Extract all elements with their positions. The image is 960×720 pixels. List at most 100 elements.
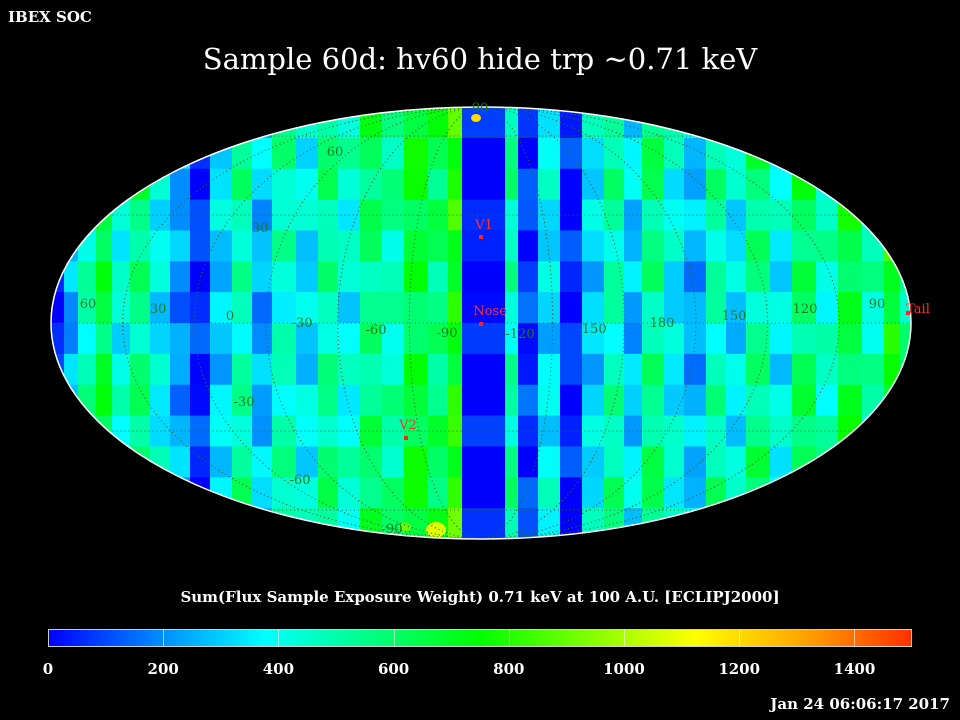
- flux-tile: [448, 323, 463, 355]
- flux-tile: [150, 508, 171, 539]
- flux-tile: [642, 137, 665, 170]
- flux-tile: [338, 292, 361, 324]
- flux-tile: [404, 230, 429, 263]
- colorbar-separator: [393, 630, 395, 646]
- flux-tile: [462, 477, 506, 510]
- flux-tile: [770, 107, 793, 139]
- flux-tile: [582, 384, 605, 417]
- flux-tile: [130, 477, 151, 510]
- flux-tile: [404, 292, 429, 324]
- flux-tile: [404, 261, 429, 294]
- flux-tile: [664, 230, 685, 263]
- flux-tile: [448, 508, 463, 539]
- flux-tile: [272, 168, 297, 201]
- flux-tile: [642, 508, 665, 539]
- flux-tile: [604, 323, 625, 355]
- flux-tile: [792, 508, 817, 539]
- flux-tile: [900, 137, 911, 170]
- flux-tile: [746, 199, 771, 232]
- flux-tile: [232, 508, 253, 539]
- flux-tile: [404, 384, 429, 417]
- flux-tile: [816, 384, 839, 417]
- flux-tile: [792, 261, 817, 294]
- flux-tile: [404, 353, 429, 386]
- flux-tile: [448, 230, 463, 263]
- flux-tile: [462, 168, 506, 201]
- flux-tile: [232, 230, 253, 263]
- flux-tile: [318, 230, 339, 263]
- flux-tile: [664, 199, 685, 232]
- latitude-label: -90: [382, 522, 403, 537]
- flux-tile: [505, 137, 519, 170]
- flux-tile: [884, 261, 901, 294]
- flux-tile: [726, 137, 747, 170]
- flux-tile: [838, 168, 863, 201]
- flux-tile: [232, 168, 253, 201]
- map-title: Sample 60d: hv60 hide trp ~0.71 keV: [202, 42, 758, 76]
- flux-tile: [642, 323, 665, 355]
- flux-tile: [624, 323, 643, 355]
- flux-tile: [382, 137, 405, 170]
- flux-tile: [338, 353, 361, 386]
- flux-tile: [838, 261, 863, 294]
- flux-tile: [684, 292, 707, 324]
- flux-tile: [318, 199, 339, 232]
- flux-tile: [518, 415, 539, 448]
- flux-tile: [296, 384, 319, 417]
- corner-label: IBEX SOC: [8, 8, 92, 26]
- flux-tile: [64, 292, 79, 324]
- flux-tile: [816, 292, 839, 324]
- flux-tile: [404, 323, 429, 355]
- flux-tile: [360, 292, 383, 324]
- flux-tile: [96, 107, 113, 139]
- flux-tile: [538, 137, 561, 170]
- flux-tile: [900, 508, 911, 539]
- flux-tile: [684, 415, 707, 448]
- flux-tile: [51, 384, 65, 417]
- flux-tile: [170, 446, 191, 479]
- flux-tile: [624, 292, 643, 324]
- marker-dot: [479, 322, 483, 326]
- flux-tile: [150, 353, 171, 386]
- flux-tile: [318, 323, 339, 355]
- flux-tile: [190, 384, 211, 417]
- flux-tile: [604, 446, 625, 479]
- flux-tile: [448, 415, 463, 448]
- flux-tile: [838, 477, 863, 510]
- latitude-labels: 90 60 30 -30 -60 -90: [234, 101, 489, 537]
- marker-dot: [906, 311, 910, 315]
- flux-tile: [252, 261, 273, 294]
- flux-tile: [272, 292, 297, 324]
- flux-tile: [296, 415, 319, 448]
- latitude-label: -60: [290, 473, 311, 488]
- flux-tile: [684, 446, 707, 479]
- flux-tile: [428, 323, 449, 355]
- longitude-line: [193, 107, 769, 539]
- flux-tile: [770, 508, 793, 539]
- flux-tile: [318, 353, 339, 386]
- flux-tile: [838, 323, 863, 355]
- flux-tile: [428, 107, 449, 139]
- flux-tile: [252, 323, 273, 355]
- flux-tile: [624, 446, 643, 479]
- flux-tile: [792, 199, 817, 232]
- flux-tile: [900, 323, 911, 355]
- flux-tile: [296, 261, 319, 294]
- flux-tile: [726, 168, 747, 201]
- flux-tile: [505, 415, 519, 448]
- flux-tile: [560, 107, 583, 139]
- longitude-label: -120: [505, 327, 534, 342]
- flux-tile: [505, 323, 519, 355]
- flux-tile: [560, 508, 583, 539]
- flux-tile: [112, 230, 131, 263]
- flux-tile: [884, 292, 901, 324]
- flux-tile: [318, 261, 339, 294]
- flux-tile: [272, 384, 297, 417]
- flux-tile: [746, 107, 771, 139]
- flux-tile: [462, 230, 506, 263]
- flux-tile: [382, 292, 405, 324]
- flux-tile: [746, 261, 771, 294]
- flux-tile: [816, 261, 839, 294]
- flux-tile: [582, 230, 605, 263]
- flux-tile: [884, 353, 901, 386]
